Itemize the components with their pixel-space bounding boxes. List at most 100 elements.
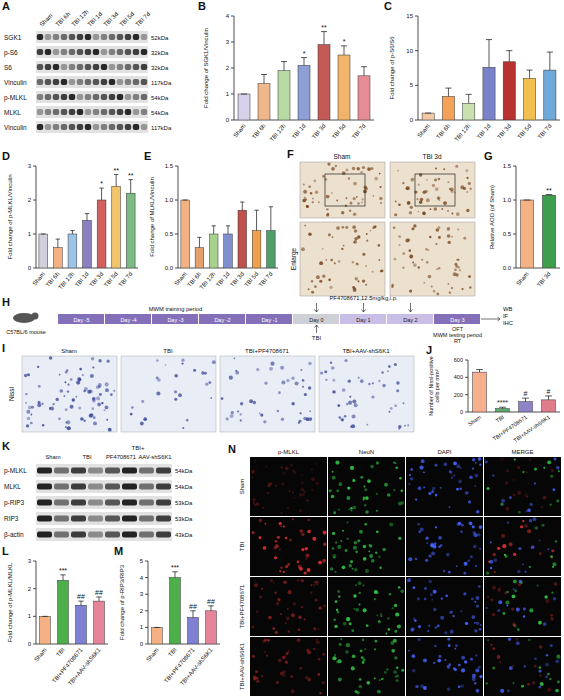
error-bar <box>60 575 65 581</box>
fluorescent-cell <box>387 628 390 631</box>
fluorescent-cell <box>448 663 451 666</box>
nissl-cell <box>156 391 160 395</box>
fluorescent-cell <box>444 463 448 467</box>
y-axis <box>418 16 419 120</box>
stained-cell <box>394 258 397 261</box>
nissl-cell <box>260 414 263 417</box>
category-label: TBI+AAV-shS6K1 <box>512 414 551 444</box>
nissl-cell <box>302 386 304 388</box>
fluorescent-cell <box>490 644 493 647</box>
fluorescent-cell <box>475 565 477 567</box>
fluorescent-cell <box>412 669 416 673</box>
stained-cell <box>341 211 344 214</box>
nissl-cell <box>156 377 159 380</box>
nissl-cell <box>231 411 234 414</box>
tick-mark <box>145 561 148 562</box>
fluorescent-cell <box>541 524 544 527</box>
stained-cell <box>336 226 340 230</box>
stained-cell <box>372 227 374 229</box>
stained-cell <box>455 165 458 168</box>
stained-cell <box>447 181 449 183</box>
fluorescent-cell <box>367 479 371 483</box>
fluorescent-cell <box>362 658 365 661</box>
nissl-cell <box>65 408 68 411</box>
stained-cell <box>357 235 360 238</box>
micrograph <box>300 222 385 296</box>
fluorescent-cell <box>337 590 340 593</box>
nissl-cell <box>263 420 266 423</box>
stained-cell <box>433 290 436 293</box>
fluorescent-cell <box>338 678 342 682</box>
tick-mark <box>145 610 148 611</box>
stained-cell <box>322 275 325 278</box>
fluorescent-cell <box>461 524 464 527</box>
panel-letter: G <box>484 150 493 162</box>
fluorescent-cell <box>286 617 290 621</box>
blot-band <box>37 516 52 522</box>
stained-cell <box>469 286 472 289</box>
fluorescent-cell <box>428 625 430 627</box>
fluorescent-cell <box>440 544 442 546</box>
nissl-cell <box>26 410 30 414</box>
category-label: TBI 12h <box>57 271 75 291</box>
nissl-cell <box>332 379 335 382</box>
tick-mark <box>33 200 36 201</box>
stained-cell <box>303 190 307 194</box>
fluorescent-cell <box>396 679 399 682</box>
fluorescent-cell <box>544 595 547 598</box>
significance: ## <box>77 593 85 600</box>
stained-cell <box>436 292 439 295</box>
significance: * <box>303 50 306 57</box>
fluorescent-cell <box>529 608 533 612</box>
fluorescent-cell <box>526 471 528 473</box>
tick-label: 1.0 <box>165 197 174 203</box>
fluorescent-cell <box>252 626 255 629</box>
blot-band <box>122 468 137 474</box>
row-label: p-MLKL <box>4 467 27 475</box>
lane-label: TBI 3d <box>102 11 119 28</box>
fluorescent-cell <box>301 606 303 608</box>
blot-band <box>77 49 83 55</box>
stained-cell <box>360 171 362 173</box>
fluorescent-cell <box>333 511 336 514</box>
blot-band <box>69 124 75 130</box>
stained-cell <box>375 226 377 228</box>
stained-cell <box>451 213 453 215</box>
fluorescent-cell <box>376 614 378 616</box>
fluorescent-cell <box>376 510 378 512</box>
fluorescent-cell <box>285 652 288 655</box>
fluorescent-cell <box>332 656 336 660</box>
fluorescent-cell <box>475 669 479 673</box>
stained-cell <box>447 227 451 231</box>
blot-band <box>125 49 131 55</box>
nissl-cell <box>259 412 261 414</box>
nissl-cell <box>332 390 335 393</box>
fluorescent-cell <box>517 628 520 631</box>
fluorescent-cell <box>287 608 289 610</box>
blot-band <box>37 94 43 100</box>
error-bar <box>208 606 213 611</box>
fluorescent-cell <box>258 536 261 539</box>
nissl-cell <box>28 406 32 410</box>
fluorescent-cell <box>539 645 542 648</box>
fluorescent-cell <box>486 682 488 684</box>
fluorescent-cell <box>553 597 556 600</box>
fluorescent-cell <box>394 656 397 659</box>
bar <box>442 96 454 120</box>
size-label: 54kDa <box>175 468 193 474</box>
fluorescent-cell <box>471 597 474 600</box>
fluorescent-cell <box>366 624 369 627</box>
fluorescent-cell <box>497 609 500 612</box>
fluorescent-cell <box>509 496 512 499</box>
nissl-cell <box>178 393 182 397</box>
fluorescent-cell <box>550 555 553 558</box>
fluorescent-cell <box>256 680 259 683</box>
bar-chart: Number of Nissl-positivecells per mm²020… <box>428 356 560 443</box>
bar-chart: Fold change of p-S6/S6051015ShamTBI 6hTB… <box>389 13 560 143</box>
fluorescent-cell <box>480 624 482 626</box>
blot-band <box>54 468 69 474</box>
stained-cell <box>327 162 330 165</box>
stained-cell <box>353 240 357 244</box>
fluorescent-cell <box>458 685 461 688</box>
tick-label: 1 <box>140 624 144 630</box>
